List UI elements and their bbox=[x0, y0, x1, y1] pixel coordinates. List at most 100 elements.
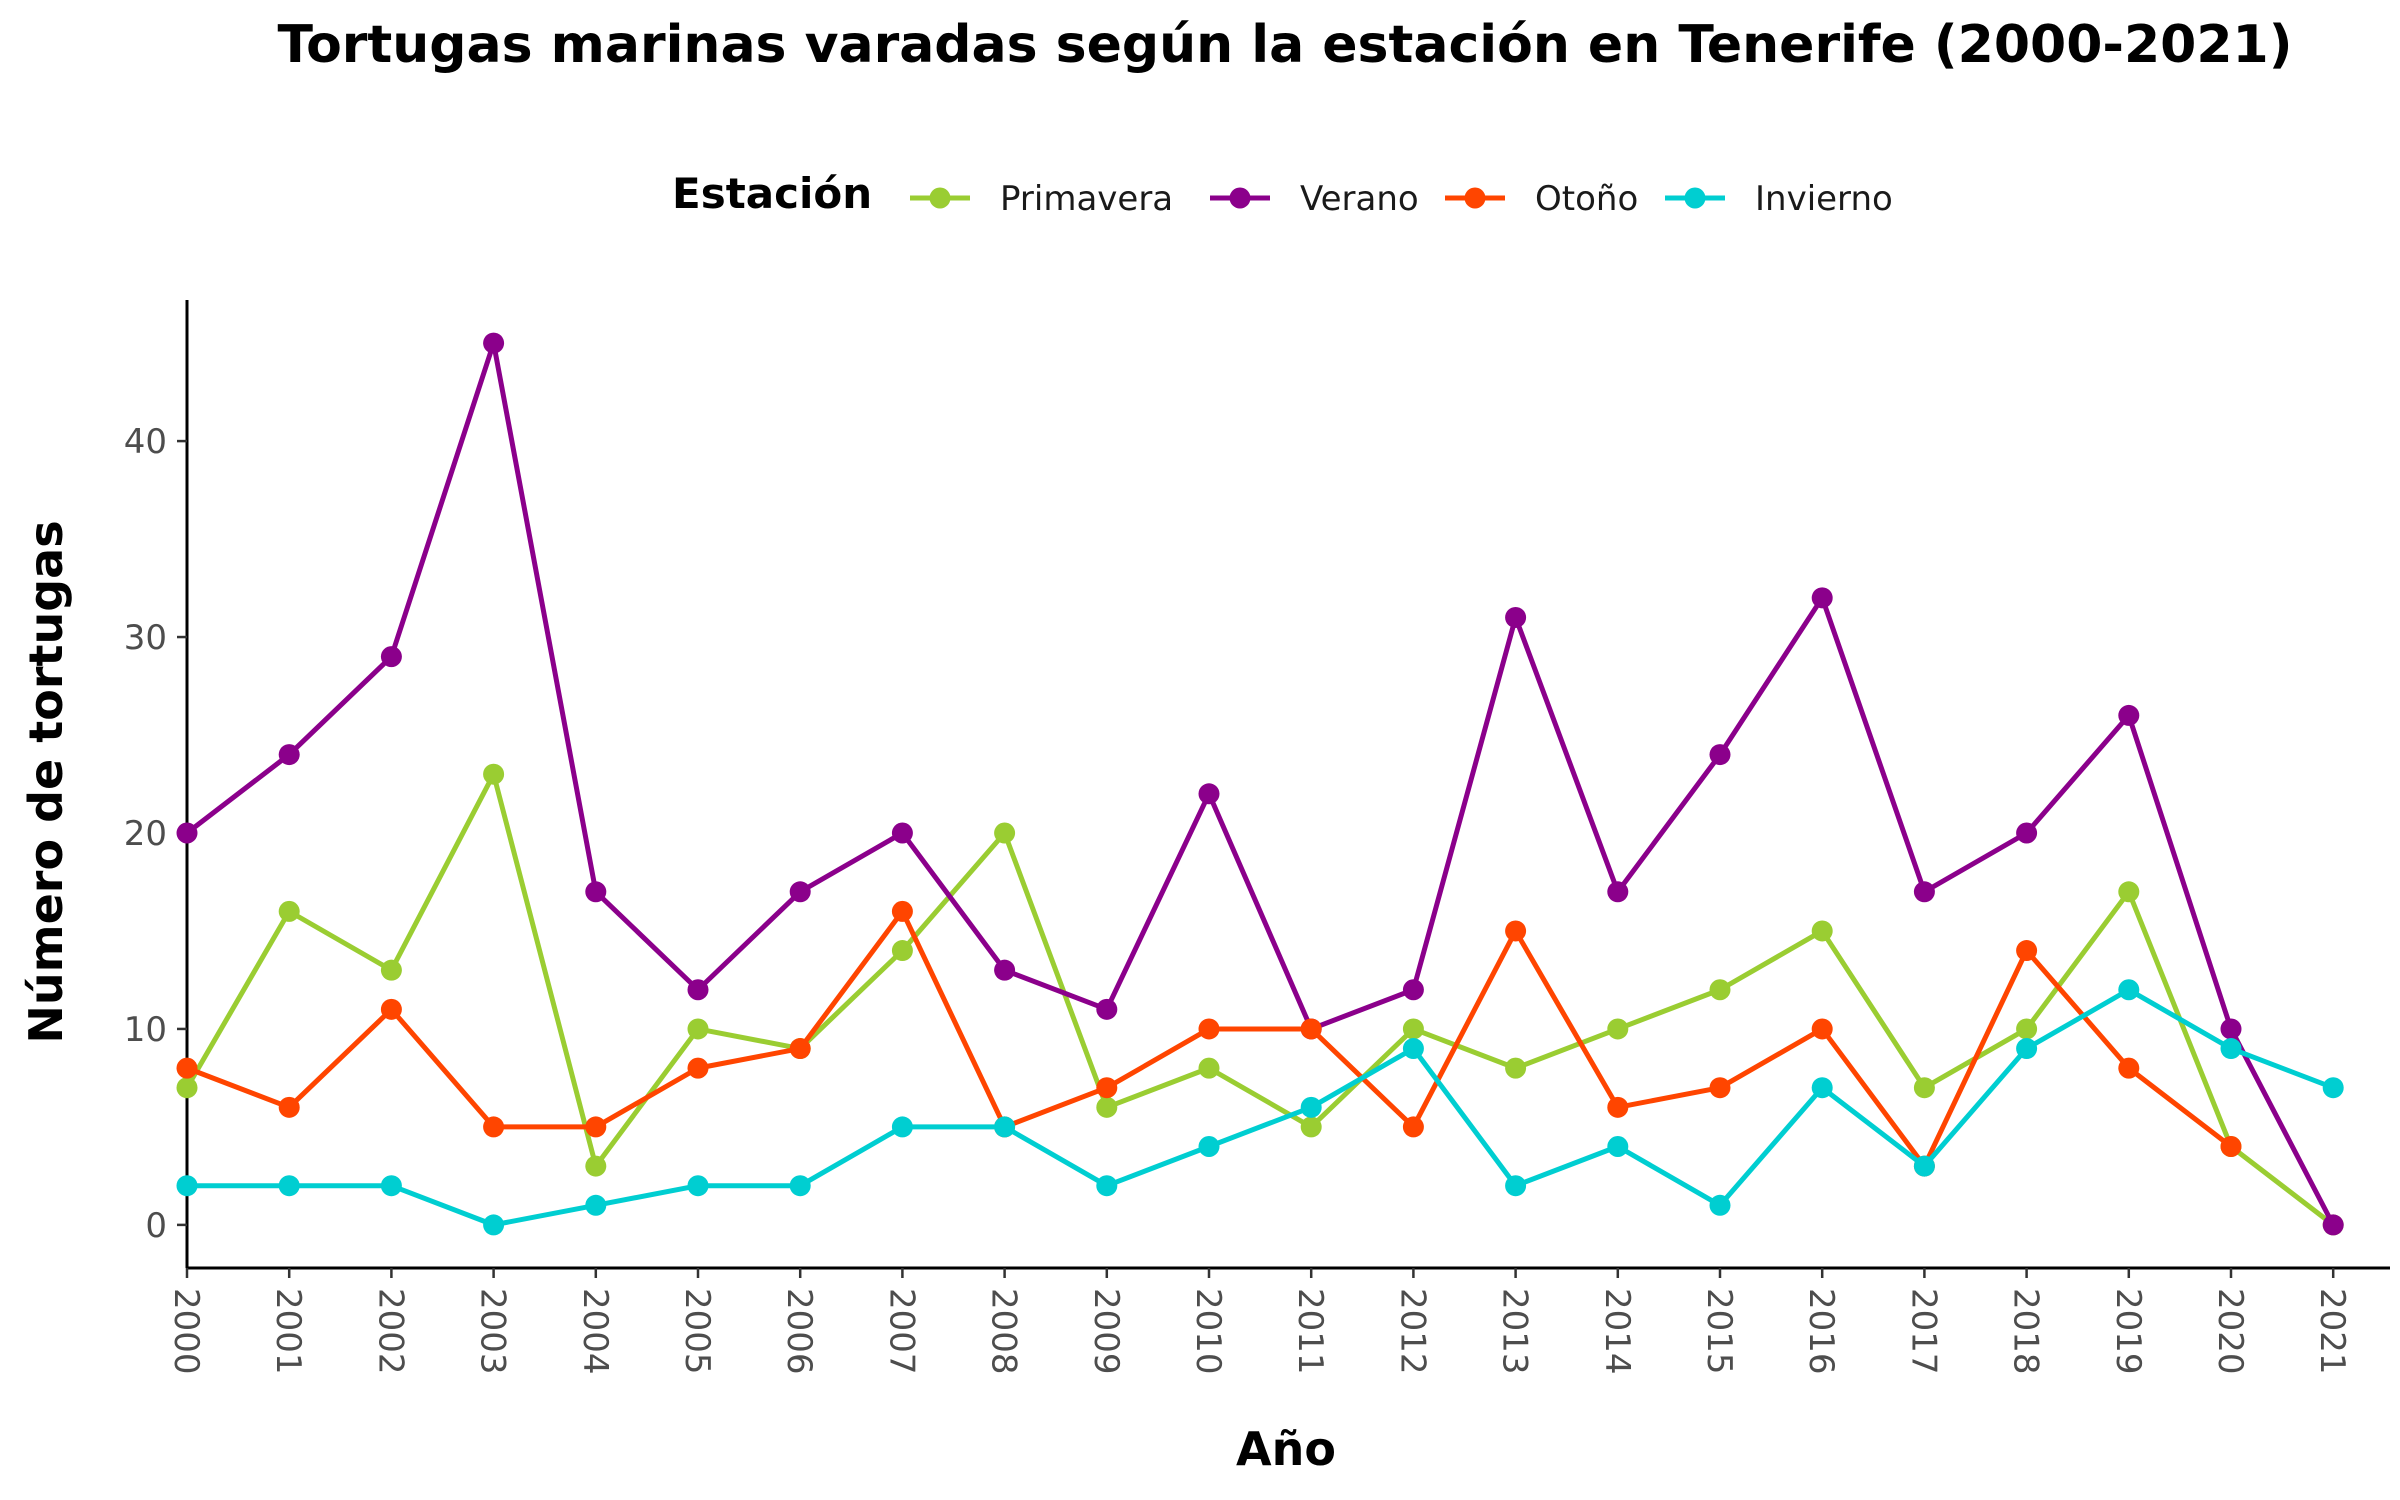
data-point bbox=[2322, 1214, 2344, 1236]
data-point bbox=[1913, 881, 1935, 903]
x-tick-label: 2007 bbox=[881, 1288, 921, 1375]
legend-item-invierno: Invierno bbox=[1665, 179, 1893, 219]
y-axis-title: Número de tortugas bbox=[19, 520, 73, 1043]
x-tick-label: 2000 bbox=[166, 1288, 206, 1375]
data-point bbox=[1402, 1018, 1424, 1040]
x-tick-label: 2020 bbox=[2210, 1288, 2250, 1375]
data-point bbox=[2118, 881, 2140, 903]
data-point bbox=[380, 998, 402, 1020]
data-point bbox=[380, 1175, 402, 1197]
data-point bbox=[789, 1038, 811, 1060]
series-invierno bbox=[176, 979, 2344, 1236]
data-point bbox=[2118, 1057, 2140, 1079]
data-point bbox=[1198, 1057, 1220, 1079]
data-point bbox=[1505, 1175, 1527, 1197]
data-point bbox=[1607, 881, 1629, 903]
x-tick-label: 2017 bbox=[1903, 1288, 1943, 1375]
data-point bbox=[278, 1175, 300, 1197]
data-point bbox=[2016, 940, 2038, 962]
data-point bbox=[789, 1175, 811, 1197]
data-point bbox=[891, 1116, 913, 1138]
data-point bbox=[380, 959, 402, 981]
data-point bbox=[891, 822, 913, 844]
y-tick-label: 20 bbox=[124, 814, 167, 854]
data-point bbox=[1402, 1116, 1424, 1138]
data-point bbox=[1709, 1194, 1731, 1216]
data-point bbox=[1096, 1096, 1118, 1118]
y-tick-label: 0 bbox=[145, 1206, 167, 1246]
y-tick-label: 10 bbox=[124, 1010, 167, 1050]
legend-item-otoño: Otoño bbox=[1445, 179, 1638, 219]
data-point bbox=[176, 1175, 198, 1197]
data-point bbox=[1811, 587, 1833, 609]
data-point bbox=[1709, 744, 1731, 766]
legend-label: Verano bbox=[1300, 179, 1419, 219]
x-tick-label: 2002 bbox=[370, 1288, 410, 1375]
data-point bbox=[483, 1116, 505, 1138]
x-tick-label: 2013 bbox=[1495, 1288, 1535, 1375]
data-point bbox=[2220, 1018, 2242, 1040]
legend-key-marker bbox=[1229, 187, 1251, 209]
data-point bbox=[687, 1057, 709, 1079]
legend-key-marker bbox=[929, 187, 951, 209]
x-tick-label: 2005 bbox=[677, 1288, 717, 1375]
legend-label: Otoño bbox=[1535, 179, 1638, 219]
data-point bbox=[2322, 1077, 2344, 1099]
data-point bbox=[1811, 920, 1833, 942]
data-point bbox=[687, 979, 709, 1001]
data-point bbox=[585, 881, 607, 903]
chart-title: Tortugas marinas varadas según la estaci… bbox=[278, 15, 2293, 75]
data-point bbox=[1607, 1136, 1629, 1158]
x-tick-label: 2008 bbox=[984, 1288, 1024, 1375]
data-point bbox=[891, 900, 913, 922]
data-point bbox=[1913, 1155, 1935, 1177]
data-point bbox=[2016, 1038, 2038, 1060]
axes: 0 10 20 30 40 2000 2001 2002 2003 2004 2005 2006 200… bbox=[124, 300, 2390, 1375]
data-point bbox=[1402, 979, 1424, 1001]
data-point bbox=[1811, 1077, 1833, 1099]
legend-item-verano: Verano bbox=[1210, 179, 1419, 219]
data-point bbox=[2118, 979, 2140, 1001]
legend-key-marker bbox=[1684, 187, 1706, 209]
data-point bbox=[687, 1175, 709, 1197]
x-tick-label: 2006 bbox=[779, 1288, 819, 1375]
data-point bbox=[1505, 920, 1527, 942]
x-tick-label: 2019 bbox=[2108, 1288, 2148, 1375]
data-point bbox=[2220, 1038, 2242, 1060]
x-tick-label: 2004 bbox=[575, 1288, 615, 1375]
data-point bbox=[278, 744, 300, 766]
data-point bbox=[1300, 1018, 1322, 1040]
data-point bbox=[1198, 1136, 1220, 1158]
x-tick-label: 2014 bbox=[1597, 1288, 1637, 1375]
x-tick-label: 2001 bbox=[268, 1288, 308, 1375]
data-point bbox=[1096, 1077, 1118, 1099]
data-point bbox=[585, 1116, 607, 1138]
data-point bbox=[1198, 1018, 1220, 1040]
data-point bbox=[585, 1155, 607, 1177]
legend-label: Primavera bbox=[1000, 179, 1173, 219]
data-point bbox=[1096, 998, 1118, 1020]
series-line bbox=[185, 340, 2336, 1227]
x-tick-label: 2011 bbox=[1290, 1288, 1330, 1375]
data-point bbox=[1300, 1116, 1322, 1138]
legend-title: Estación bbox=[672, 169, 872, 218]
legend-item-primavera: Primavera bbox=[910, 179, 1173, 219]
legend-key-marker bbox=[1464, 187, 1486, 209]
x-axis-title: Año bbox=[1236, 1422, 1336, 1476]
x-tick-label: 2018 bbox=[2006, 1288, 2046, 1375]
data-point bbox=[891, 940, 913, 962]
data-point bbox=[176, 822, 198, 844]
data-point bbox=[1709, 979, 1731, 1001]
data-point bbox=[2016, 1018, 2038, 1040]
data-point bbox=[483, 763, 505, 785]
series-otoño bbox=[176, 900, 2242, 1177]
data-point bbox=[1913, 1077, 1935, 1099]
data-point bbox=[1607, 1018, 1629, 1040]
series-line bbox=[187, 987, 2335, 1228]
x-tick-label: 2003 bbox=[473, 1288, 513, 1375]
data-point bbox=[483, 1214, 505, 1236]
data-point bbox=[1505, 606, 1527, 628]
legend-label: Invierno bbox=[1755, 179, 1893, 219]
data-point bbox=[483, 332, 505, 354]
